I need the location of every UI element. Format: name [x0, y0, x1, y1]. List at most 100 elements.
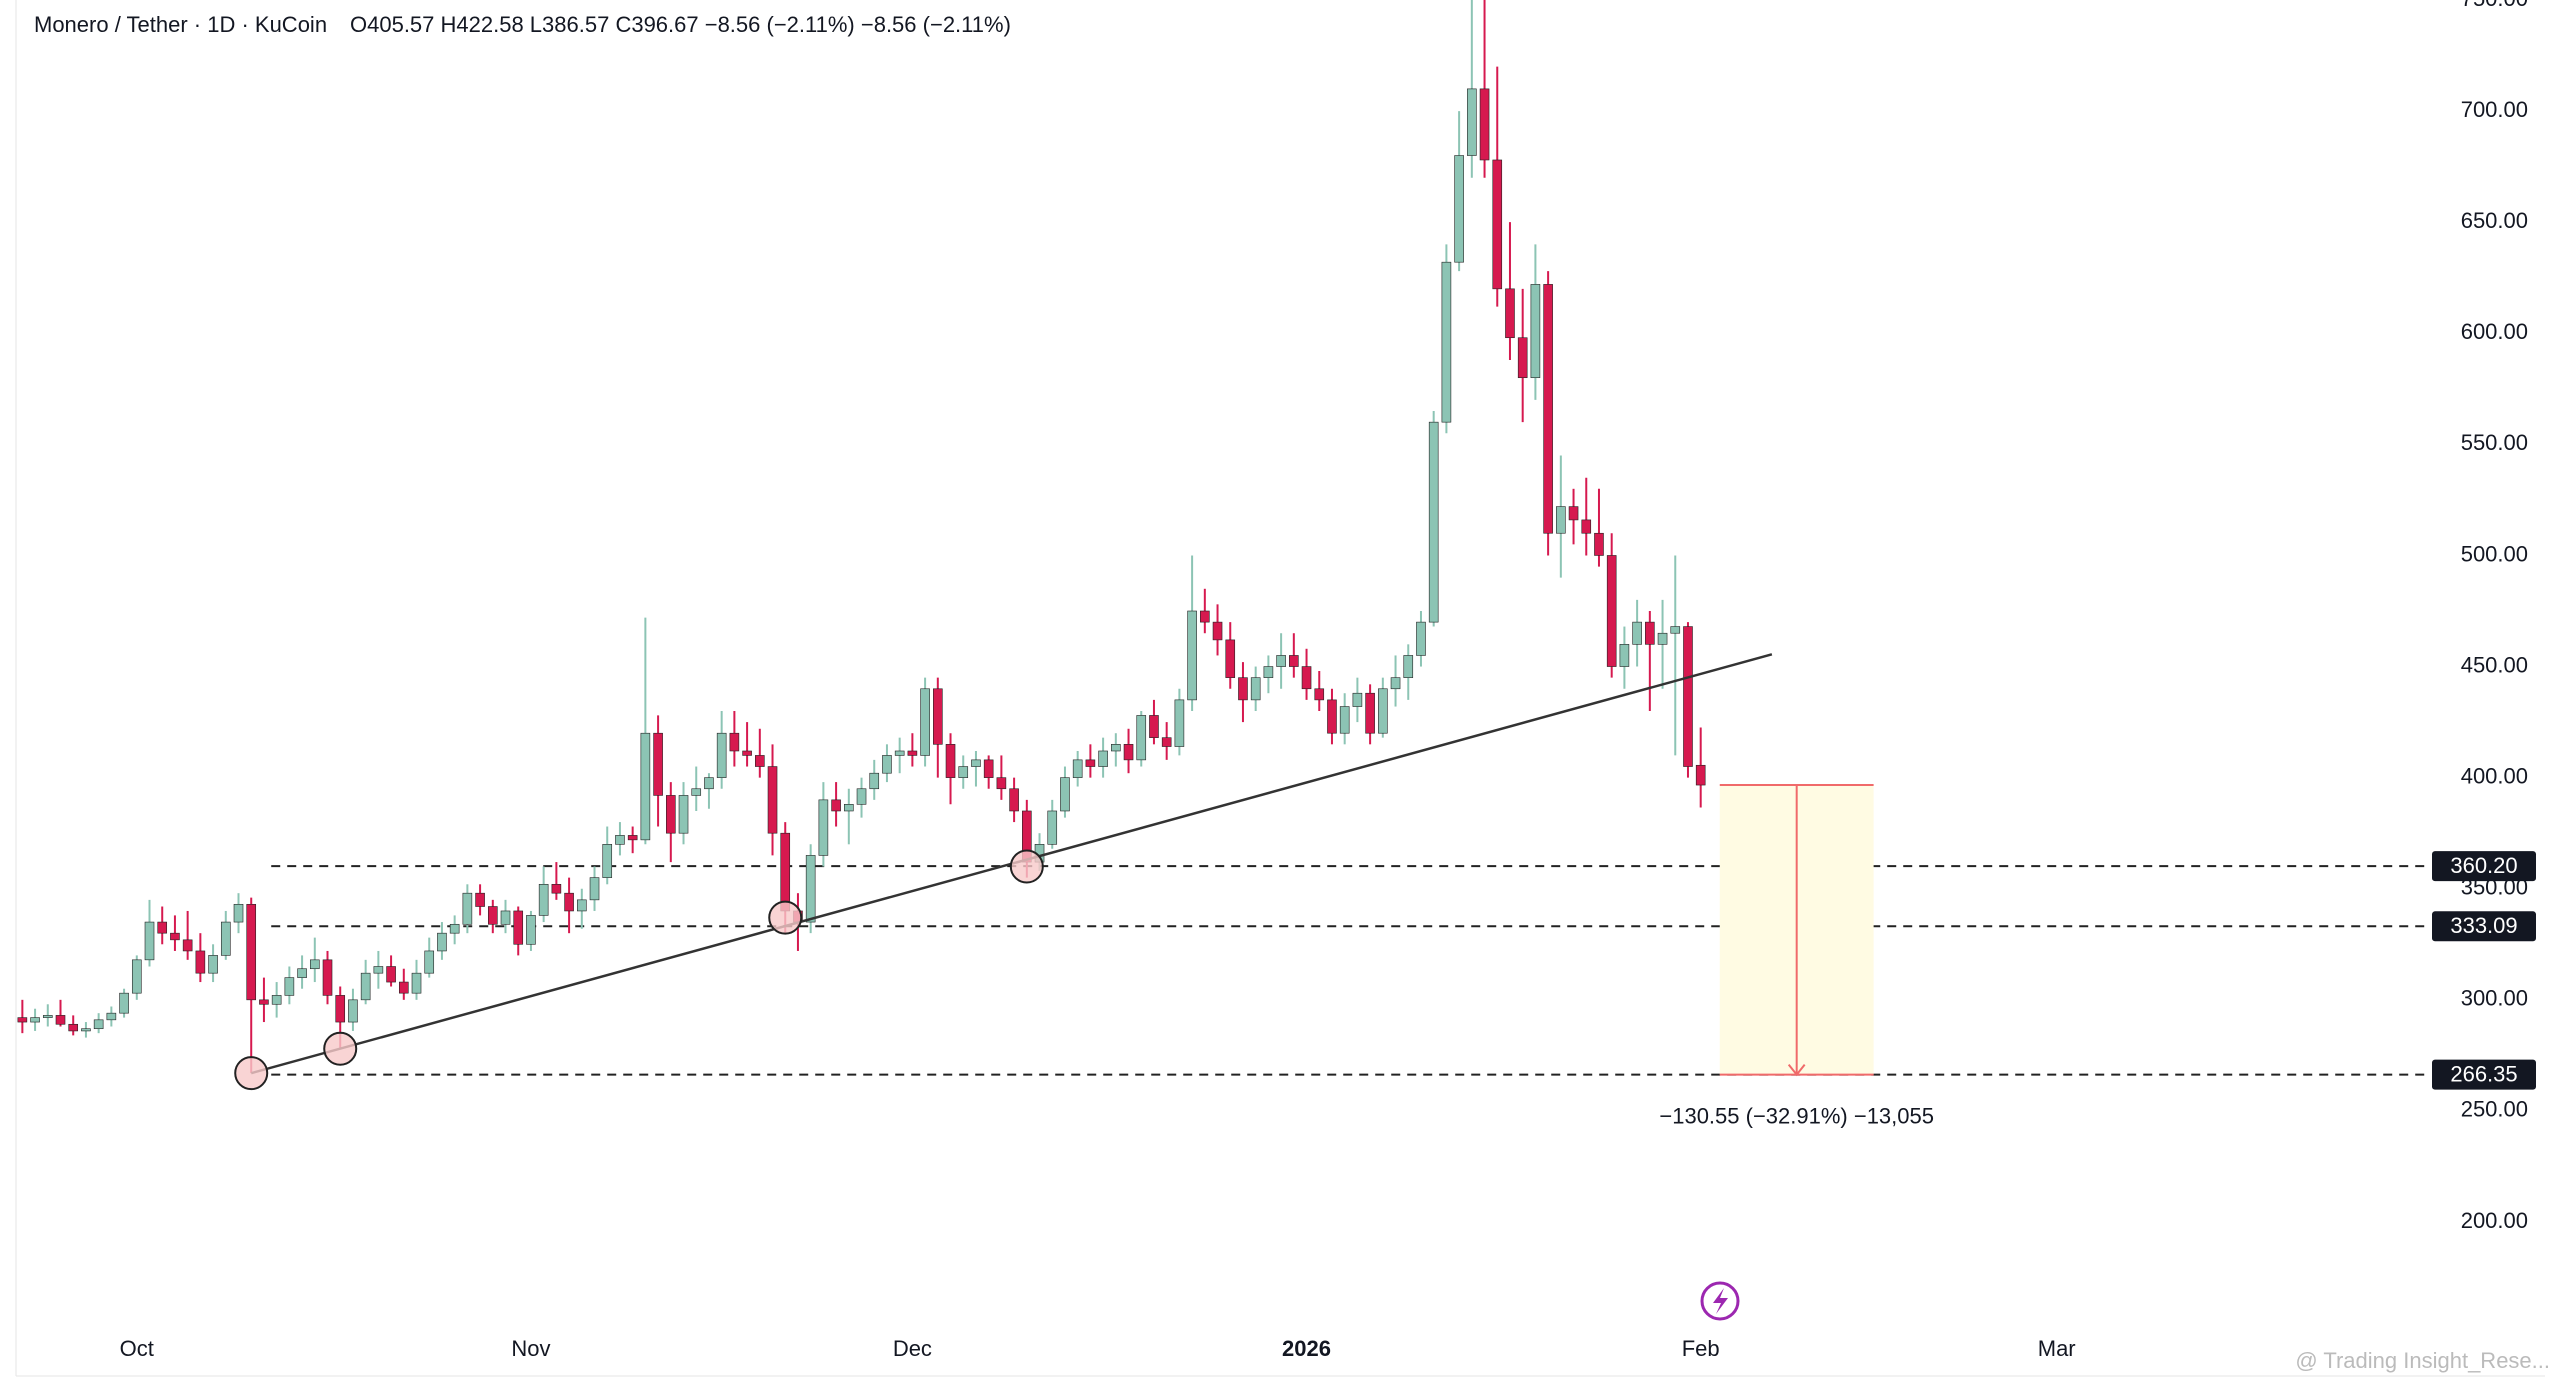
candle-body [106, 1012, 117, 1021]
x-tick-label: Mar [2038, 1336, 2076, 1361]
candle-body [208, 955, 218, 974]
candle-body [666, 795, 676, 834]
y-tick-label: 400.00 [2461, 763, 2528, 788]
marker [323, 1031, 358, 1066]
candle-body [195, 950, 206, 974]
candle-body [1250, 677, 1261, 701]
candle-body [577, 899, 587, 912]
candle-body [894, 750, 905, 756]
y-tick-label: 300.00 [2461, 986, 2528, 1011]
candle-body [55, 1015, 66, 1025]
candle-body [1136, 715, 1147, 761]
candle-body [500, 910, 511, 925]
candle-body [131, 959, 142, 994]
candle-body [1581, 519, 1592, 534]
candle-body [1556, 506, 1566, 534]
candle-body [93, 1019, 104, 1030]
candle-body [1009, 788, 1019, 812]
event-icon[interactable] [1700, 1281, 1740, 1321]
candle-body [1632, 621, 1642, 645]
candle-body [1594, 532, 1604, 556]
chart-title: Monero / Tether · 1D · KuCoin [34, 12, 327, 37]
candle-body [322, 959, 333, 996]
candle-body [729, 732, 740, 752]
y-tick-label: 550.00 [2461, 430, 2528, 455]
candle-body [945, 744, 956, 778]
candle-body [182, 939, 193, 952]
candle-body [691, 788, 702, 796]
candle-body [996, 777, 1007, 790]
y-tick-label: 250.00 [2461, 1097, 2528, 1122]
candle-body [551, 883, 562, 894]
candle-body [81, 1028, 91, 1032]
candle-body [983, 759, 994, 778]
candle-body [1238, 677, 1248, 701]
candle-body [1289, 655, 1299, 667]
event-icon [1713, 1288, 1728, 1314]
candle-body [1161, 737, 1172, 747]
candle-body [755, 755, 765, 767]
candle-body [297, 968, 307, 978]
candle-body [1111, 744, 1121, 752]
y-tick-label: 450.00 [2461, 652, 2528, 677]
candle-body [818, 799, 829, 856]
candle-body [627, 835, 638, 841]
candle-body [1378, 688, 1388, 734]
candle-body [398, 981, 409, 994]
candle-body [704, 777, 714, 790]
marker [234, 1056, 269, 1091]
candle-body [1072, 759, 1083, 778]
candle-body [1695, 764, 1706, 786]
candle-body [437, 932, 447, 952]
level-box [2432, 911, 2536, 942]
candle-body [856, 788, 867, 805]
level-box [2432, 1059, 2536, 1090]
candle-body [907, 750, 918, 756]
candle-body [1352, 692, 1363, 707]
candle-body [1085, 759, 1096, 767]
candle-body [742, 750, 752, 756]
candle-body [1263, 666, 1274, 678]
watermark: @ Trading Insight_Rese... [2295, 1348, 2550, 1373]
candle-body [68, 1023, 79, 1032]
candle-body [1060, 777, 1070, 812]
marker [1009, 849, 1044, 884]
candle-body [1670, 626, 1681, 634]
candle-body [220, 921, 231, 956]
candle-body [780, 832, 791, 912]
candle-body [475, 892, 485, 907]
candle-body [462, 892, 473, 925]
candle-body [1479, 88, 1490, 161]
candle-body [1365, 692, 1375, 734]
candle-body [1187, 610, 1197, 701]
candle-body [1339, 706, 1350, 734]
candle-body [157, 921, 168, 934]
candle-body [1200, 610, 1210, 623]
candle-body [1123, 744, 1134, 761]
candle-body [1441, 261, 1452, 423]
candle-body [449, 923, 460, 934]
marker [768, 900, 803, 935]
candle-body [42, 1015, 53, 1018]
candle-body [1517, 337, 1528, 379]
candle-body [1416, 621, 1426, 656]
x-tick-label: Nov [511, 1336, 550, 1361]
candle-body [1619, 644, 1630, 667]
candle-body [767, 766, 778, 834]
candle-body [1645, 621, 1655, 645]
measure-label: −130.55 (−32.91%) −13,055 [1659, 1103, 1934, 1128]
candle-body [1301, 666, 1312, 690]
candle-body [1505, 288, 1515, 339]
candle-body [1454, 155, 1464, 263]
candle-body [1530, 284, 1541, 379]
y-tick-label: 700.00 [2461, 97, 2528, 122]
candle-body [144, 921, 155, 961]
candle-body [805, 855, 816, 923]
candle-body [538, 883, 549, 916]
candle-body [360, 972, 371, 1001]
level-box [2432, 851, 2536, 882]
candle-body [869, 772, 880, 790]
candle-body [119, 992, 129, 1014]
measure-arrowhead [1787, 1063, 1806, 1077]
